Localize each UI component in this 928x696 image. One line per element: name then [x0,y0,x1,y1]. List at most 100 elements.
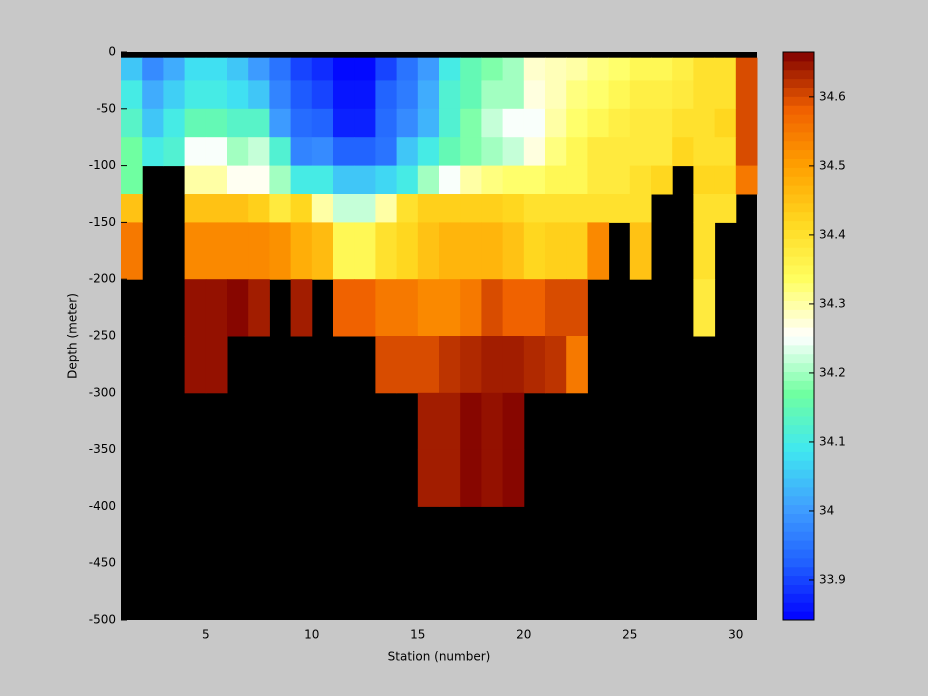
heat-cell [184,80,207,110]
colorbar-swatch [783,176,814,186]
colorbar-swatch [783,486,814,497]
colorbar-swatch [783,549,814,559]
heat-cell [184,336,207,394]
heat-cell [311,108,334,138]
heat-cell [184,222,207,280]
colorbar-swatch [783,389,814,399]
colorbar-swatch [783,247,814,257]
colorbar-swatch [783,256,814,266]
colorbar-swatch [783,531,814,541]
heat-cell [227,108,249,138]
colorbar-swatch [783,291,814,301]
colorbar-swatch [783,424,814,435]
heat-cell [248,165,270,195]
colorbar-swatch [783,336,814,346]
heat-cell [629,194,652,223]
colorbar-swatch [783,575,814,585]
colorbar-swatch [783,60,814,71]
heat-cell [311,194,334,223]
heat-cell [333,137,355,167]
colorbar-swatch [783,220,814,230]
heat-cell [290,57,313,81]
heat-cell [269,108,292,138]
heat-cell [396,279,419,337]
heat-cell [269,194,292,223]
colorbar-tick-label: 34 [819,503,834,517]
heat-cell [523,222,546,280]
colorbar-swatch [783,415,814,426]
heat-cell [439,137,461,167]
colorbar-swatch [783,167,814,177]
heat-cell [523,279,546,337]
heat-cell [290,279,313,337]
heat-cell [439,449,461,507]
heat-cell [587,194,610,223]
heat-cell [439,108,461,138]
heat-cell [375,194,398,223]
heat-cell [396,336,419,394]
heat-cell [396,57,419,81]
y-tick-label: -200 [89,272,116,286]
heat-cell [375,165,398,195]
heat-cell [523,137,546,167]
heat-cell [587,165,610,195]
heat-cell [248,222,270,280]
heat-cell [566,57,588,81]
colorbar-swatch [783,131,814,142]
heat-cell [608,108,631,138]
heat-cell [163,108,186,138]
heat-cell [481,279,504,337]
heat-cell [545,137,567,167]
heat-cell [333,279,355,337]
heat-cell [184,108,207,138]
heat-cell [587,57,610,81]
heat-cell [269,165,292,195]
colorbar-swatch [783,495,814,506]
heat-cell [227,57,249,81]
heat-cell [629,108,652,138]
heat-cell [545,165,567,195]
colorbar-swatch [783,202,814,213]
heat-cell [417,80,440,110]
heat-cell [333,194,355,223]
heat-cell [502,279,525,337]
heat-cell [184,194,207,223]
heat-cell [608,80,631,110]
y-tick-label: -450 [89,556,116,570]
heat-cell [354,222,376,280]
heat-cell [502,137,525,167]
heat-cell [227,80,249,110]
heat-cell [142,137,164,167]
heat-cell [333,57,355,81]
heat-cell [417,222,440,280]
heat-cell [311,137,334,167]
heat-cell [205,165,228,195]
heat-cell [121,80,143,110]
colorbar-swatch [783,273,814,284]
heat-cell [163,80,186,110]
heat-cell [693,57,716,81]
heat-cell [460,108,482,138]
colorbar-swatch [783,602,814,612]
colorbar-swatch [783,309,814,319]
heat-cell [735,108,758,138]
heat-cell [460,137,482,167]
heat-cell [333,222,355,280]
colorbar-tick-label: 34.2 [819,365,846,379]
colorbar-swatch [783,593,814,603]
heat-cell [460,222,482,280]
heat-cell [142,108,164,138]
colorbar-swatch [783,407,814,417]
colorbar-tick-label: 34.3 [819,296,846,310]
y-tick-label: -50 [96,101,116,115]
heat-cell [375,137,398,167]
colorbar-swatch [783,114,814,124]
heat-cell [481,137,504,167]
heat-cell [714,137,737,167]
colorbar-swatch [783,158,814,168]
colorbar-swatch [783,433,814,443]
heat-cell [205,279,228,337]
heat-cell [651,108,673,138]
heat-cell [523,336,546,394]
